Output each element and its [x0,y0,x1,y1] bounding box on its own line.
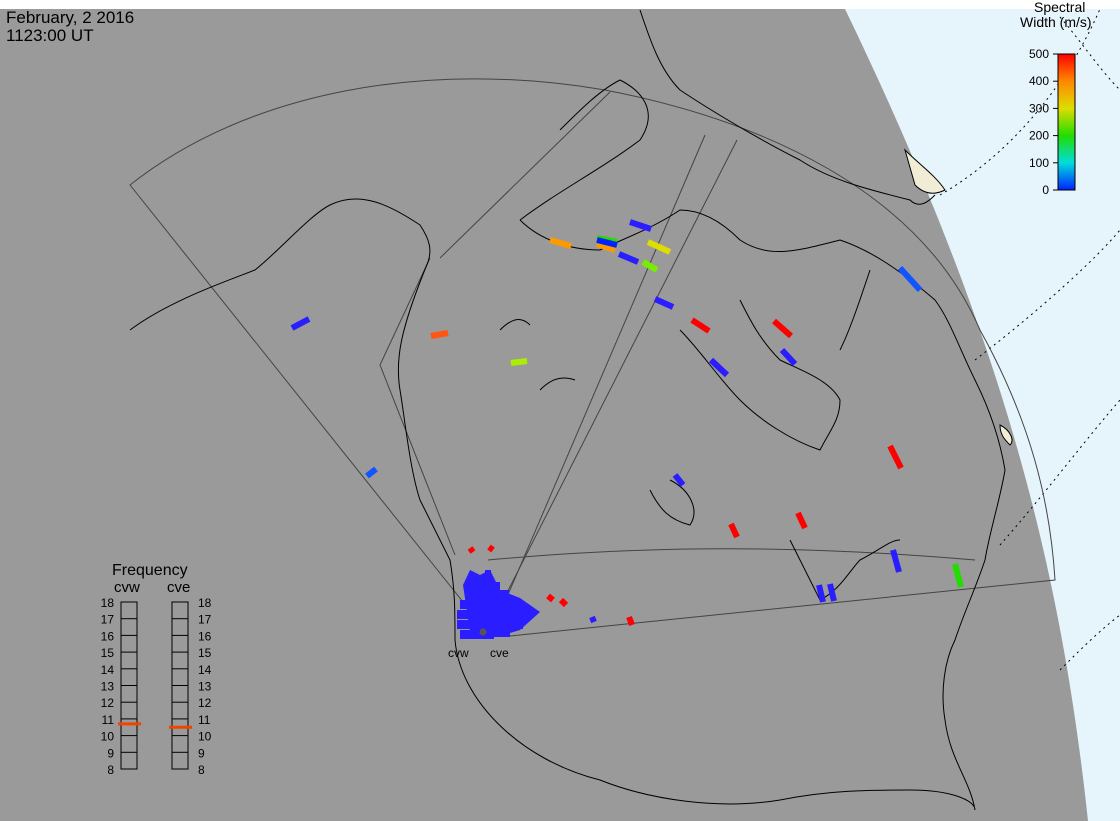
radar-echo-cluster [457,570,540,639]
echo-segment [365,466,378,479]
echo-segment [617,251,640,265]
frequency-tick-label-right: 12 [198,696,212,710]
frequency-panel: Frequency cvw cve 18 18 17 17 16 16 15 15 14 14 13… [101,562,212,777]
frequency-tick-label-right: 18 [198,596,212,610]
ocean-region [845,9,1120,821]
colorbar-tick-label: 200 [1029,129,1049,143]
frequency-tick-label-left: 11 [102,713,115,727]
colorbar-gradient [1057,53,1076,191]
coastlines [129,9,1006,811]
echo-segment [795,511,808,530]
latitude-grid [939,8,1120,671]
radar-label-cvw: cvw [448,646,469,660]
echo-segment [816,584,826,603]
frequency-tick-label-right: 11 [198,713,211,727]
echo-segment [290,316,311,331]
frequency-tick-label-left: 16 [101,629,115,643]
echo-segment [596,241,616,253]
frequency-label-cvw: cvw [114,579,140,596]
colorbar-tick-label: 100 [1029,156,1049,170]
frequency-tick-label-left: 17 [101,613,115,627]
frequency-tick-label-left: 15 [101,646,115,660]
frequency-tick-label-left: 10 [101,730,115,744]
colorbar-title-line1: Spectral [1034,0,1085,15]
frequency-tick-label-right: 16 [198,629,212,643]
frequency-tick-label-left: 13 [101,680,115,694]
color-scale: Spectral Width (m/s) 500 400 300 200 100 0 [1020,0,1092,197]
date-label: February, 2 2016 [6,8,135,27]
frequency-tick-label-right: 14 [198,663,212,677]
echo-segment [589,615,597,624]
frequency-tick-label-left: 9 [107,746,114,760]
echo-segment [430,330,449,339]
echo-segment [549,237,572,249]
echo-segment [487,544,495,553]
frequency-title: Frequency [112,562,188,579]
frequency-tick-label-right: 9 [198,746,205,760]
frequency-tick-label-right: 10 [198,730,212,744]
colorbar-tick-label: 0 [1042,183,1049,197]
frequency-tick-label-left: 8 [107,763,114,777]
echo-segment [952,563,964,588]
echo-segment [641,259,659,273]
radar-fov [129,78,1056,637]
echo-segments [290,219,964,627]
echo-segment [827,583,837,602]
echo-segment [629,219,652,232]
echo-segment [596,237,618,248]
frequency-tick-label-right: 15 [198,646,212,660]
echo-cell [463,570,540,636]
island [903,148,946,194]
radar-site-marker [479,628,487,636]
echo-segment [728,522,740,539]
frequency-label-cve: cve [167,579,190,596]
frequency-tick-label-right: 17 [198,613,212,627]
echo-segment [779,347,798,367]
echo-segment [708,357,730,378]
frequency-tick-label-right: 13 [198,680,212,694]
colorbar-title-line2: Width (m/s) [1020,14,1092,30]
echo-segment [626,615,635,627]
echo-segment [672,473,686,487]
echo-segment [546,593,555,603]
radar-label-cve: cve [490,646,509,660]
echo-segment [510,358,528,366]
frequency-tick-label-left: 14 [101,663,115,677]
echo-segment [653,296,675,310]
colorbar-tick-label: 500 [1029,47,1049,61]
colorbar-tick-label: 400 [1029,74,1049,88]
echo-cell [460,630,494,639]
echo-segment [772,318,793,339]
frequency-tick-label-left: 18 [101,596,115,610]
colorbar-tick-label: 300 [1029,101,1049,115]
echo-segment [558,597,569,608]
frequency-tick-label-left: 12 [101,696,115,710]
frequency-tick-label-right: 8 [198,763,205,777]
echo-segment [890,549,902,573]
echo-segment [897,265,923,293]
echo-segment [467,546,476,554]
echo-segment [887,444,904,470]
echo-segment [646,239,672,255]
time-label: 1123:00 UT [6,26,94,45]
island [999,424,1013,446]
echo-segment [690,317,711,334]
